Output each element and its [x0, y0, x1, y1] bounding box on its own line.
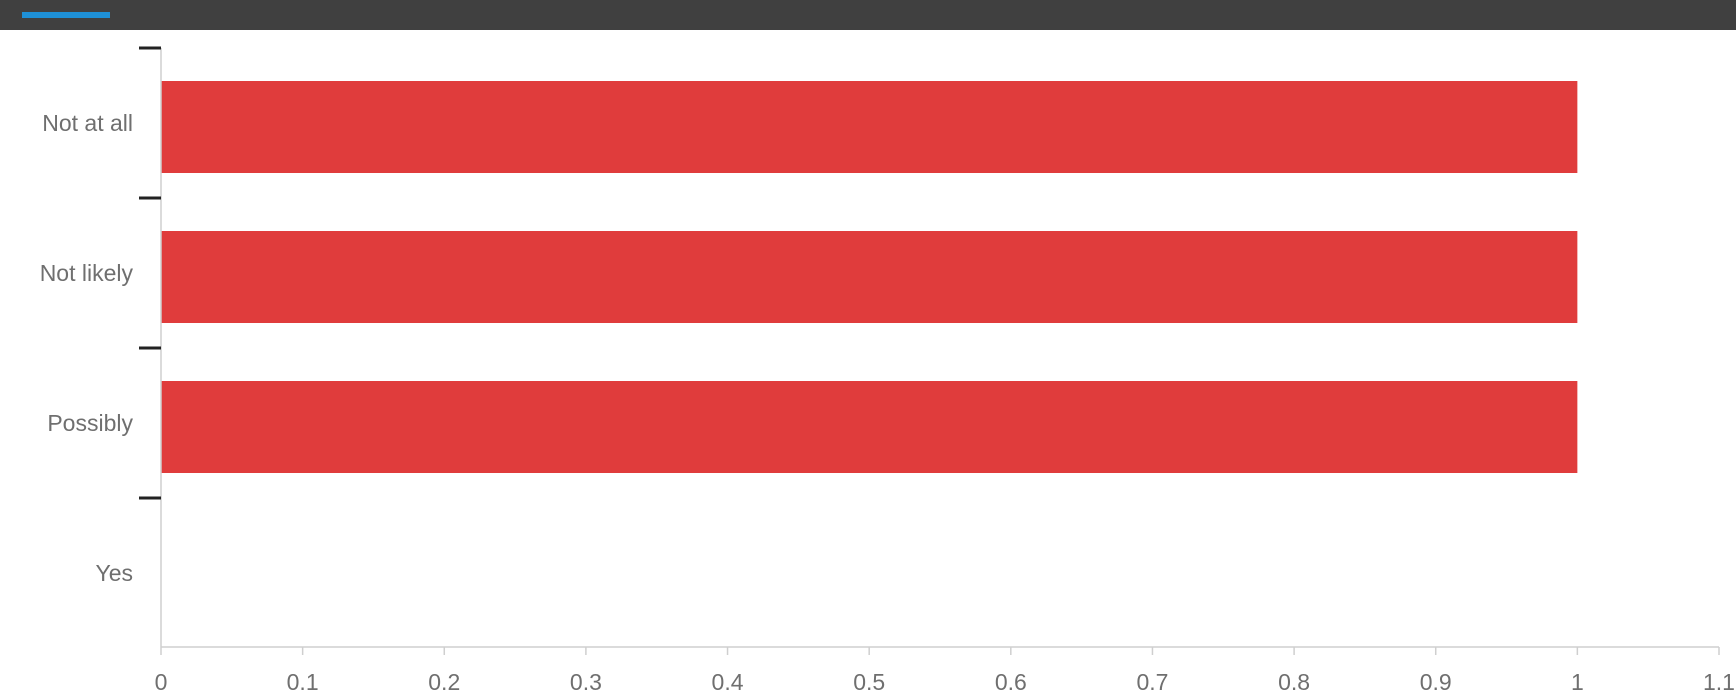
- category-label: Not at all: [42, 110, 133, 136]
- x-tick-label: 0.8: [1278, 669, 1310, 695]
- bars-group: [161, 81, 1577, 473]
- bar-possibly: [161, 381, 1577, 473]
- x-tick-label: 0.2: [428, 669, 460, 695]
- x-tick-label: 0.3: [570, 669, 602, 695]
- x-tick-label: 0.7: [1136, 669, 1168, 695]
- category-label: Yes: [95, 560, 133, 586]
- x-tick-label: 0.4: [712, 669, 744, 695]
- category-label: Not likely: [40, 260, 134, 286]
- x-tick-label: 1: [1571, 669, 1584, 695]
- category-label: Possibly: [47, 410, 133, 436]
- bar-not-likely: [161, 231, 1577, 323]
- bar-not-at-all: [161, 81, 1577, 173]
- x-tick-label: 0.6: [995, 669, 1027, 695]
- x-tick-label: 0.9: [1420, 669, 1452, 695]
- x-tick-label: 0: [155, 669, 168, 695]
- x-tick-label: 0.5: [853, 669, 885, 695]
- x-tick-label: 1.1: [1703, 669, 1735, 695]
- x-tick-label: 0.1: [287, 669, 319, 695]
